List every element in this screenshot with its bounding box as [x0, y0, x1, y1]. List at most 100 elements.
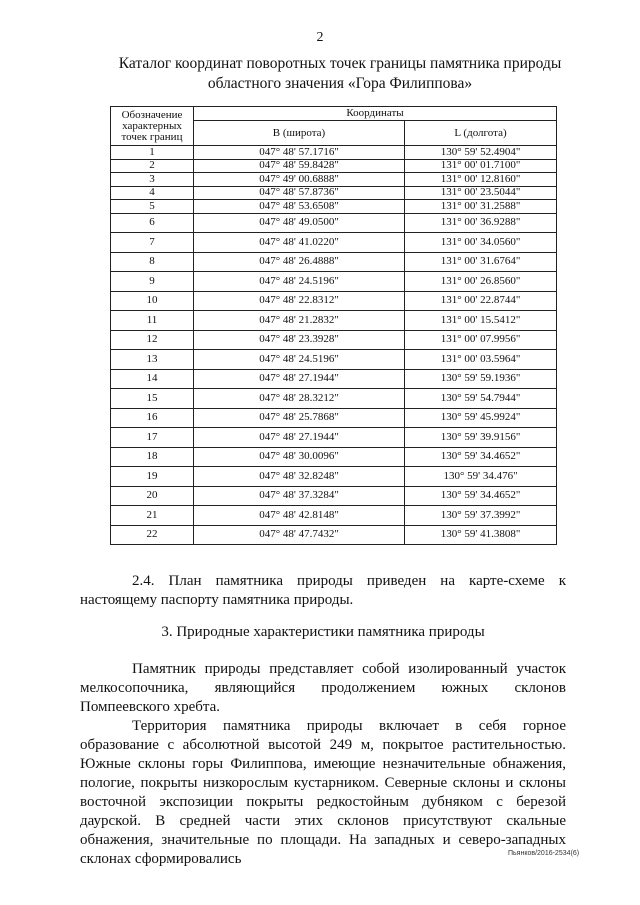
- longitude-cell: 130° 59' 34.4652": [404, 485, 557, 506]
- latitude-cell: 047° 48' 37.3284": [193, 485, 405, 506]
- point-number: 10: [110, 290, 194, 311]
- longitude-cell: 131° 00' 26.8560": [404, 271, 557, 292]
- point-number: 12: [110, 329, 194, 350]
- longitude-cell: 131° 00' 31.2588": [404, 199, 557, 214]
- longitude-cell: 131° 00' 22.8744": [404, 290, 557, 311]
- point-number: 19: [110, 466, 194, 487]
- latitude-cell: 047° 48' 25.7868": [193, 407, 405, 428]
- point-number: 6: [110, 212, 194, 233]
- catalog-title: Каталог координат поворотных точек грани…: [60, 54, 620, 94]
- table-row: 7 047° 48' 41.0220" 131° 00' 34.0560": [110, 232, 557, 253]
- latitude-cell: 047° 48' 26.4888": [193, 251, 405, 272]
- table-row: 2 047° 48' 59.8428" 131° 00' 01.7100": [110, 158, 557, 173]
- table-row: 22 047° 48' 47.7432" 130° 59' 41.3808": [110, 524, 557, 545]
- paragraph-2: Территория памятника природы включает в …: [80, 718, 566, 867]
- longitude-cell: 131° 00' 07.9956": [404, 329, 557, 350]
- table-row: 13 047° 48' 24.5196" 131° 00' 03.5964": [110, 349, 557, 370]
- table-row: 17 047° 48' 27.1944" 130° 59' 39.9156": [110, 427, 557, 448]
- point-number: 7: [110, 232, 194, 253]
- latitude-cell: 047° 48' 49.0500": [193, 212, 405, 233]
- latitude-cell: 047° 48' 53.6508": [193, 199, 405, 214]
- longitude-cell: 130° 59' 52.4904": [404, 145, 557, 160]
- table-row: 8 047° 48' 26.4888" 131° 00' 31.6764": [110, 251, 557, 272]
- table-row: 16 047° 48' 25.7868" 130° 59' 45.9924": [110, 407, 557, 428]
- latitude-cell: 047° 48' 23.3928": [193, 329, 405, 350]
- latitude-cell: 047° 48' 30.0096": [193, 446, 405, 467]
- table-row: 21 047° 48' 42.8148" 130° 59' 37.3992": [110, 505, 557, 526]
- point-number: 18: [110, 446, 194, 467]
- latitude-cell: 047° 48' 22.8312": [193, 290, 405, 311]
- table-row: 11 047° 48' 21.2832" 131° 00' 15.5412": [110, 310, 557, 331]
- latitude-cell: 047° 48' 41.0220": [193, 232, 405, 253]
- table-row: 1 047° 48' 57.1716" 130° 59' 52.4904": [110, 145, 557, 160]
- longitude-cell: 131° 00' 36.9288": [404, 212, 557, 233]
- longitude-cell: 130° 59' 34.4652": [404, 446, 557, 467]
- point-number: 11: [110, 310, 194, 331]
- latitude-cell: 047° 48' 27.1944": [193, 427, 405, 448]
- table-body: 1 047° 48' 57.1716" 130° 59' 52.4904" 2 047°…: [110, 145, 557, 545]
- latitude-cell: 047° 48' 57.8736": [193, 185, 405, 200]
- latitude-cell: 047° 48' 28.3212": [193, 388, 405, 409]
- table-row: 4 047° 48' 57.8736" 131° 00' 23.5044": [110, 185, 557, 200]
- table-row: 6 047° 48' 49.0500" 131° 00' 36.9288": [110, 212, 557, 233]
- table-row: 20 047° 48' 37.3284" 130° 59' 34.4652": [110, 485, 557, 506]
- footer-code: Пьянков/2016-2534(6): [508, 850, 580, 857]
- longitude-cell: 130° 59' 39.9156": [404, 427, 557, 448]
- latitude-cell: 047° 48' 57.1716": [193, 145, 405, 160]
- longitude-cell: 131° 00' 03.5964": [404, 349, 557, 370]
- paragraph-1: Памятник природы представляет собой изол…: [80, 661, 566, 715]
- table-row: 9 047° 48' 24.5196" 131° 00' 26.8560": [110, 271, 557, 292]
- paragraph-2-4: 2.4. План памятника природы приведен на …: [80, 573, 566, 608]
- point-number: 5: [110, 199, 194, 214]
- point-number: 8: [110, 251, 194, 272]
- title-line-2: областного значения «Гора Филиппова»: [207, 75, 473, 92]
- point-number: 16: [110, 407, 194, 428]
- longitude-cell: 131° 00' 15.5412": [404, 310, 557, 331]
- longitude-cell: 131° 00' 31.6764": [404, 251, 557, 272]
- table-row: 18 047° 48' 30.0096" 130° 59' 34.4652": [110, 446, 557, 467]
- longitude-cell: 130° 59' 41.3808": [404, 524, 557, 545]
- table-row: 12 047° 48' 23.3928" 131° 00' 07.9956": [110, 329, 557, 350]
- table-row: 14 047° 48' 27.1944" 130° 59' 59.1936": [110, 368, 557, 389]
- table-row: 10 047° 48' 22.8312" 131° 00' 22.8744": [110, 290, 557, 311]
- longitude-cell: 130° 59' 59.1936": [404, 368, 557, 389]
- latitude-cell: 047° 48' 24.5196": [193, 349, 405, 370]
- header-latitude: B (широта): [193, 120, 405, 146]
- header-coordinates: Координаты: [193, 106, 557, 121]
- table-row: 5 047° 48' 53.6508" 131° 00' 31.2588": [110, 199, 557, 214]
- coordinates-table: Обозначение характерных точек границ Коо…: [110, 106, 557, 545]
- section-3-heading: 3. Природные характеристики памятника пр…: [161, 624, 485, 640]
- table-row: 3 047° 49' 00.6888" 131° 00' 12.8160": [110, 172, 557, 187]
- latitude-cell: 047° 48' 27.1944": [193, 368, 405, 389]
- point-number: 3: [110, 172, 194, 187]
- table-row: 15 047° 48' 28.3212" 130° 59' 54.7944": [110, 388, 557, 409]
- point-number: 20: [110, 485, 194, 506]
- point-number: 17: [110, 427, 194, 448]
- point-number: 15: [110, 388, 194, 409]
- longitude-cell: 131° 00' 12.8160": [404, 172, 557, 187]
- point-number: 4: [110, 185, 194, 200]
- longitude-cell: 131° 00' 01.7100": [404, 158, 557, 173]
- longitude-cell: 131° 00' 34.0560": [404, 232, 557, 253]
- latitude-cell: 047° 49' 00.6888": [193, 172, 405, 187]
- point-number: 1: [110, 145, 194, 160]
- page-number: 2: [316, 30, 324, 45]
- point-number: 9: [110, 271, 194, 292]
- longitude-cell: 130° 59' 45.9924": [404, 407, 557, 428]
- latitude-cell: 047° 48' 47.7432": [193, 524, 405, 545]
- longitude-cell: 130° 59' 54.7944": [404, 388, 557, 409]
- longitude-cell: 130° 59' 34.476": [404, 466, 557, 487]
- point-number: 22: [110, 524, 194, 545]
- title-line-1: Каталог координат поворотных точек грани…: [118, 55, 562, 72]
- latitude-cell: 047° 48' 21.2832": [193, 310, 405, 331]
- point-number: 21: [110, 505, 194, 526]
- latitude-cell: 047° 48' 32.8248": [193, 466, 405, 487]
- header-point: Обозначение характерных точек границ: [110, 106, 194, 146]
- table-row: 19 047° 48' 32.8248" 130° 59' 34.476": [110, 466, 557, 487]
- latitude-cell: 047° 48' 59.8428": [193, 158, 405, 173]
- latitude-cell: 047° 48' 24.5196": [193, 271, 405, 292]
- longitude-cell: 130° 59' 37.3992": [404, 505, 557, 526]
- point-number: 14: [110, 368, 194, 389]
- longitude-cell: 131° 00' 23.5044": [404, 185, 557, 200]
